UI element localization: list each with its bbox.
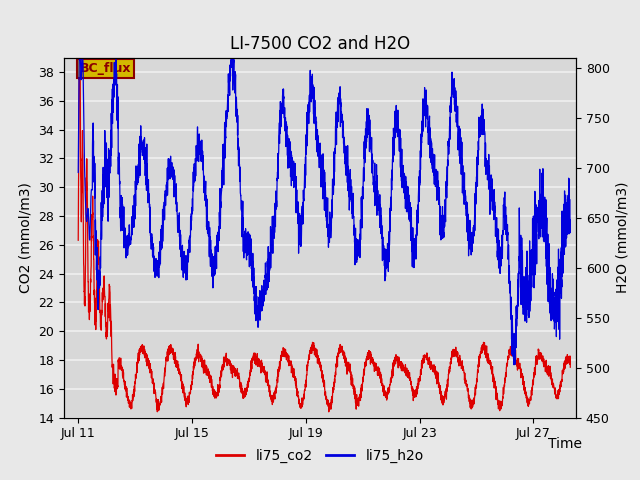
Text: Time: Time	[548, 437, 582, 451]
Legend: li75_co2, li75_h2o: li75_co2, li75_h2o	[211, 443, 429, 468]
Y-axis label: H2O (mmol/m3): H2O (mmol/m3)	[615, 182, 629, 293]
Y-axis label: CO2 (mmol/m3): CO2 (mmol/m3)	[19, 182, 33, 293]
Text: BC_flux: BC_flux	[79, 62, 131, 75]
Title: LI-7500 CO2 and H2O: LI-7500 CO2 and H2O	[230, 35, 410, 53]
